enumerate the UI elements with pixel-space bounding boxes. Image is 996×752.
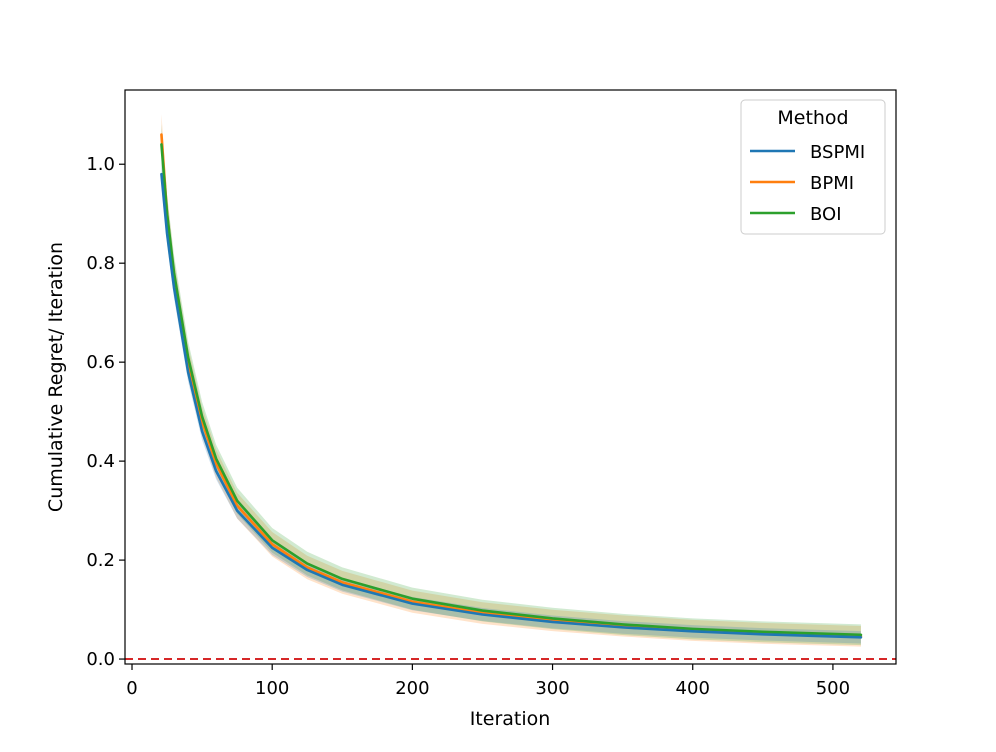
x-tick-label: 200 [395, 678, 429, 699]
y-tick-label: 0.4 [86, 451, 115, 472]
legend-label-bspmi: BSPMI [810, 142, 865, 163]
series-line-bspmi [160, 172, 863, 639]
y-axis-ticks: 0.0 0.2 0.4 0.6 0.8 1.0 [86, 154, 125, 670]
band-bspmi [161, 162, 861, 644]
x-tick-label: 100 [255, 678, 289, 699]
legend: Method BSPMI BPMI BOI [740, 99, 886, 235]
legend-label-boi: BOI [810, 204, 842, 225]
y-tick-label: 0.6 [86, 352, 115, 373]
legend-items: BSPMI BPMI BOI [750, 142, 865, 225]
x-tick-label: 0 [126, 678, 137, 699]
x-tick-label: 300 [535, 678, 569, 699]
x-tick-label: 400 [676, 678, 710, 699]
series-lines [160, 133, 863, 639]
y-tick-label: 0.8 [86, 253, 115, 274]
plot-area-frame [124, 89, 897, 665]
legend-box [740, 99, 886, 235]
y-axis-label: Cumulative Regret/ Iteration [45, 242, 67, 512]
x-axis-label: Iteration [470, 708, 551, 730]
legend-label-bpmi: BPMI [810, 173, 854, 194]
x-axis-ticks: 0 100 200 300 400 500 [126, 664, 850, 699]
y-tick-label: 0.2 [86, 550, 115, 571]
y-tick-label: 0.0 [86, 649, 115, 670]
x-tick-label: 500 [816, 678, 850, 699]
series-line-boi [160, 143, 863, 637]
y-tick-label: 1.0 [86, 154, 115, 175]
legend-title: Method [777, 107, 848, 129]
